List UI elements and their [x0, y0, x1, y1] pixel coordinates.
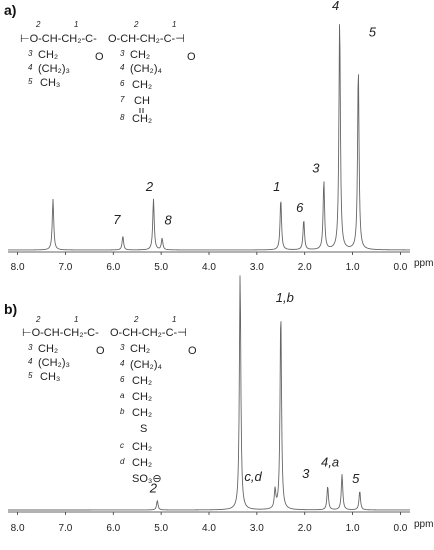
svg-text:O: O: [187, 51, 196, 63]
svg-text:CH₂: CH₂: [130, 49, 150, 61]
x-tick-label: 2.0: [298, 262, 312, 273]
x-tick-label: 4.0: [202, 523, 216, 534]
svg-text:2: 2: [35, 315, 41, 324]
x-tick-label: 2.0: [298, 523, 312, 534]
svg-text:4: 4: [120, 359, 125, 368]
svg-text:b: b: [120, 407, 125, 416]
panel-label-a: a): [4, 2, 16, 18]
peak-label: 2: [145, 179, 154, 194]
svg-text:CH₂: CH₂: [132, 113, 152, 125]
peak-label: 8: [164, 212, 172, 227]
x-tick-label: 6.0: [106, 523, 120, 534]
svg-text:4: 4: [28, 63, 33, 72]
svg-text:CH₂: CH₂: [130, 343, 150, 355]
svg-text:(CH₂)₄: (CH₂)₄: [130, 359, 162, 371]
svg-text:3: 3: [120, 49, 125, 58]
svg-text:3: 3: [28, 343, 33, 352]
x-tick-label: 0.0: [393, 523, 407, 534]
peak-label: 2: [149, 480, 158, 495]
peak-label: 6: [296, 200, 304, 215]
spectrum-a: 8.0 7.0 6.0 5.0 4.0 3.0 2.0 1.0 0.0 ppm 7 2 8 1 6 3 4 5: [8, 0, 433, 273]
svg-text:a: a: [120, 391, 125, 400]
peak-label: 3: [312, 160, 320, 175]
svg-text:c: c: [120, 441, 124, 450]
svg-text:O: O: [95, 51, 104, 63]
svg-text:4: 4: [28, 357, 33, 366]
svg-text:⊢O‑CH‑CH₂‑C‑: ⊢O‑CH‑CH₂‑C‑: [20, 33, 97, 45]
svg-text:2: 2: [133, 315, 139, 324]
x-tick-label: 1.0: [346, 523, 360, 534]
svg-text:d: d: [120, 457, 125, 466]
x-tick-label: 7.0: [58, 262, 72, 273]
x-tick-label: 3.0: [250, 262, 264, 273]
svg-text:(CH₂)₃: (CH₂)₃: [38, 357, 70, 369]
svg-text:7: 7: [120, 95, 125, 104]
x-tick-label: 5.0: [154, 262, 168, 273]
svg-text:CH₂: CH₂: [132, 375, 152, 387]
svg-text:(CH₂)₃: (CH₂)₃: [38, 63, 70, 75]
peak-label: 5: [352, 471, 360, 486]
svg-text:8: 8: [120, 113, 125, 122]
chemical-structure-a: 2 1 2 1 ⊢O‑CH‑CH₂‑C‑ O‑CH‑CH₂‑C‑⊣ O O 3 …: [20, 20, 196, 125]
svg-text:CH₃: CH₃: [40, 77, 60, 89]
spectrum-trace: [8, 275, 410, 511]
spectrum-b: 8.0 7.0 6.0 5.0 4.0 3.0 2.0 1.0 0.0 ppm 2 c,d 1,b 3 4,…: [8, 275, 433, 534]
x-tick-label: 4.0: [202, 262, 216, 273]
x-tick-label: 1.0: [346, 262, 360, 273]
x-tick-label: 3.0: [250, 523, 264, 534]
svg-text:O: O: [96, 345, 105, 357]
peak-label: 1,b: [276, 290, 294, 305]
svg-text:6: 6: [120, 79, 125, 88]
svg-text:O: O: [188, 345, 197, 357]
peak-label: 4: [332, 0, 339, 13]
svg-text:4: 4: [120, 63, 125, 72]
svg-text:CH₂: CH₂: [132, 441, 152, 453]
svg-text:CH₂: CH₂: [132, 79, 152, 91]
svg-text:2: 2: [35, 20, 41, 29]
peak-label: 7: [113, 212, 121, 227]
svg-text:3: 3: [120, 343, 125, 352]
x-tick-label: 8.0: [11, 262, 25, 273]
svg-text:1: 1: [74, 315, 78, 324]
svg-text:6: 6: [120, 375, 125, 384]
chemical-structure-b: 2 1 2 1 ⊢O‑CH‑CH₂‑C‑ O‑CH‑CH₂‑C‑⊣ O O 3 …: [22, 315, 197, 485]
svg-text:CH₂: CH₂: [38, 343, 58, 355]
svg-text:1: 1: [74, 20, 78, 29]
x-tick-label: 8.0: [11, 523, 25, 534]
svg-text:SO₃⊖: SO₃⊖: [132, 473, 162, 485]
svg-text:O‑CH‑CH₂‑C‑⊣: O‑CH‑CH₂‑C‑⊣: [110, 327, 187, 339]
x-axis-label: ppm: [414, 519, 433, 530]
x-axis-label: ppm: [414, 258, 433, 269]
x-tick-label: 5.0: [154, 523, 168, 534]
svg-text:5: 5: [28, 371, 33, 380]
svg-text:1: 1: [172, 315, 176, 324]
svg-text:O‑CH‑CH₂‑C‑⊣: O‑CH‑CH₂‑C‑⊣: [108, 33, 185, 45]
peak-label: c,d: [244, 469, 262, 484]
svg-text:CH₂: CH₂: [38, 49, 58, 61]
svg-text:CH: CH: [134, 95, 150, 107]
x-tick-label: 7.0: [58, 523, 72, 534]
panel-label-b: b): [4, 301, 17, 317]
peak-label: 4,a: [321, 454, 339, 469]
svg-text:CH₂: CH₂: [132, 457, 152, 469]
peak-label: 3: [302, 466, 310, 481]
x-tick-label: 0.0: [393, 262, 407, 273]
x-tick-label: 6.0: [106, 262, 120, 273]
svg-text:⊢O‑CH‑CH₂‑C‑: ⊢O‑CH‑CH₂‑C‑: [22, 327, 99, 339]
peak-label: 1: [273, 179, 280, 194]
svg-text:CH₃: CH₃: [40, 371, 60, 383]
svg-text:5: 5: [28, 77, 33, 86]
spectrum-trace: [8, 24, 410, 251]
svg-text:(CH₂)₄: (CH₂)₄: [130, 63, 162, 75]
svg-text:1: 1: [172, 20, 176, 29]
svg-text:3: 3: [28, 49, 33, 58]
svg-text:CH₂: CH₂: [132, 391, 152, 403]
svg-text:S: S: [140, 423, 147, 435]
svg-text:CH₂: CH₂: [132, 407, 152, 419]
peak-label: 5: [369, 25, 377, 40]
svg-text:2: 2: [133, 20, 139, 29]
